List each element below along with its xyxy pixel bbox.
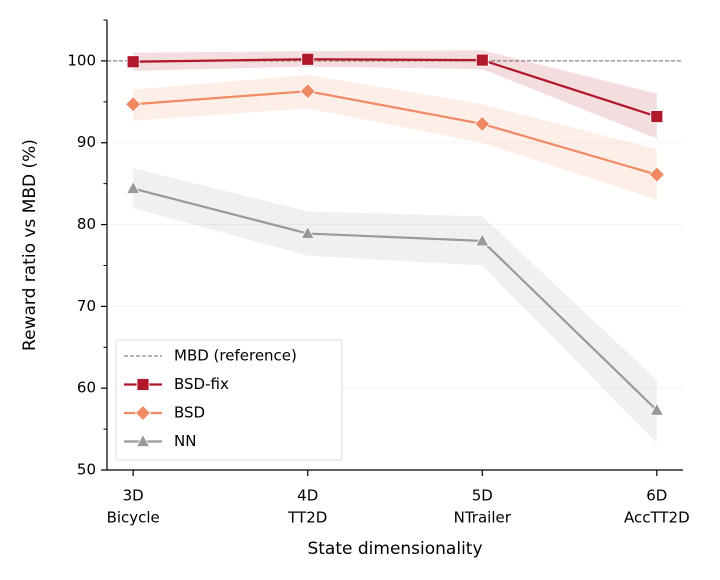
data-point [126, 55, 140, 69]
legend-box [115, 339, 343, 461]
x-tick-label: 6D [646, 487, 667, 505]
data-point [125, 96, 142, 113]
data-point [475, 53, 489, 67]
x-tick-label: 4D [297, 487, 318, 505]
x-tick-label: 3D [123, 487, 144, 505]
x-tick-label: 5D [472, 487, 493, 505]
x-tick-sublabel: Bicycle [107, 509, 160, 527]
series-line [133, 58, 658, 118]
series-line [133, 90, 658, 176]
legend-label: BSD-fix [174, 375, 229, 393]
series-line [132, 187, 658, 412]
legend-label: BSD [174, 404, 205, 422]
legend-marker [134, 404, 152, 422]
x-tick-sublabel: AccTT2D [624, 509, 690, 527]
y-tick-label: 60 [77, 379, 96, 397]
confidence-band [133, 74, 657, 200]
data-point [650, 110, 664, 123]
x-axis-title: State dimensionality [307, 539, 482, 559]
x-tick-sublabel: TT2D [287, 509, 327, 527]
data-point [474, 115, 491, 132]
x-tick-sublabel: NTrailer [454, 509, 512, 527]
y-tick-label: 90 [77, 133, 96, 151]
legend: MBD (reference) BSD-fix BSD NN [115, 339, 343, 461]
confidence-band [133, 50, 657, 139]
data-point [649, 402, 664, 416]
y-tick-label: 100 [67, 51, 96, 69]
data-point [301, 52, 315, 66]
data-point [126, 180, 141, 194]
y-tick-label: 50 [77, 461, 96, 479]
confidence-band [133, 168, 657, 443]
data-point [300, 225, 315, 239]
legend-label: MBD (reference) [174, 347, 297, 365]
legend-label: NN [174, 432, 196, 450]
y-axis-title: Reward ratio vs MBD (%) [20, 139, 40, 351]
data-point [299, 83, 316, 100]
legend-marker [135, 433, 151, 447]
y-tick-label: 80 [77, 215, 96, 233]
data-point [648, 166, 665, 183]
data-point [475, 233, 490, 247]
legend-marker [136, 378, 150, 391]
y-tick-label: 70 [77, 297, 96, 315]
